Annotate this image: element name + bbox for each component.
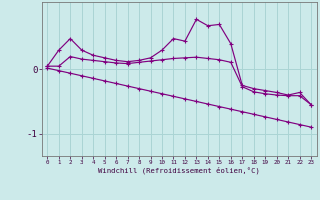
X-axis label: Windchill (Refroidissement éolien,°C): Windchill (Refroidissement éolien,°C)	[98, 167, 260, 174]
